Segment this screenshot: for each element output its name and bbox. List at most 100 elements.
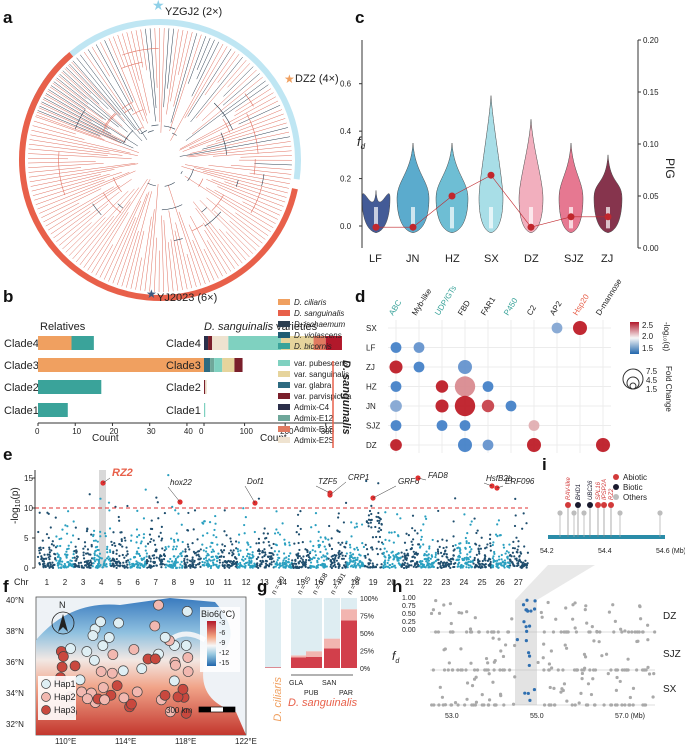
snp-point bbox=[119, 564, 122, 567]
snp-point bbox=[155, 496, 158, 499]
snp-point bbox=[367, 566, 370, 569]
snp-point bbox=[374, 566, 378, 569]
snp-point bbox=[278, 533, 282, 536]
snp-point bbox=[283, 542, 287, 545]
fd-point bbox=[521, 603, 526, 607]
fd-point bbox=[646, 665, 650, 669]
ytick-label: 0.05 bbox=[643, 192, 659, 201]
snp-point bbox=[503, 559, 506, 562]
snp-point bbox=[123, 566, 126, 569]
snp-point bbox=[436, 550, 440, 553]
snp-point bbox=[499, 563, 502, 566]
snp-point bbox=[384, 556, 387, 559]
snp-point bbox=[522, 561, 525, 564]
snp-point bbox=[193, 559, 196, 562]
snp-point bbox=[101, 566, 104, 569]
fd-point bbox=[503, 643, 508, 647]
snp-point bbox=[180, 523, 183, 526]
sample-point bbox=[182, 652, 194, 663]
snp-point bbox=[488, 537, 492, 541]
fd-point bbox=[494, 703, 498, 707]
snp-point bbox=[302, 555, 305, 558]
tree-branch bbox=[139, 216, 152, 291]
snp-point bbox=[218, 555, 221, 558]
snp-point bbox=[160, 566, 163, 569]
snp-point bbox=[496, 535, 499, 538]
variety-bar-segment bbox=[204, 358, 211, 372]
fd-point bbox=[620, 703, 624, 707]
tree-branch bbox=[154, 237, 157, 292]
snp-point bbox=[209, 545, 212, 548]
snp-point bbox=[430, 562, 434, 565]
snp-point bbox=[513, 524, 517, 528]
snp-point bbox=[229, 537, 232, 540]
snp-point bbox=[72, 553, 75, 556]
snp-point bbox=[63, 566, 66, 569]
tree-internal-arc bbox=[121, 101, 133, 109]
tree-branch bbox=[194, 167, 289, 189]
snp-point bbox=[516, 548, 519, 551]
tree-internal-arc bbox=[132, 109, 144, 115]
snp-point bbox=[365, 520, 368, 523]
tree-internal-arc bbox=[220, 132, 227, 155]
tree-branch bbox=[196, 37, 211, 70]
snp-point bbox=[385, 550, 388, 553]
snp-point bbox=[228, 552, 231, 555]
snp-point bbox=[377, 540, 380, 543]
snp-point bbox=[90, 545, 93, 548]
fd-point bbox=[473, 703, 478, 707]
snp-point bbox=[75, 550, 78, 553]
snp-point bbox=[36, 555, 40, 559]
snp-point bbox=[159, 531, 162, 534]
snp-point bbox=[117, 515, 120, 519]
snp-point bbox=[262, 560, 265, 563]
snp-point bbox=[115, 557, 118, 561]
snp-point bbox=[307, 566, 310, 569]
legend-label: D. ischaemum bbox=[294, 320, 345, 329]
snp-point bbox=[344, 561, 347, 564]
snp-point bbox=[465, 566, 468, 569]
snp-point bbox=[341, 566, 344, 569]
snp-point bbox=[115, 552, 118, 555]
snp-point bbox=[105, 547, 109, 551]
sample-point bbox=[168, 675, 180, 687]
snp-point bbox=[492, 559, 495, 562]
tree-branch bbox=[195, 59, 247, 119]
fd-point bbox=[465, 681, 470, 685]
tree-internal-arc bbox=[161, 204, 183, 211]
snp-point bbox=[264, 559, 268, 563]
snp-point bbox=[257, 556, 260, 559]
snp-point bbox=[86, 566, 89, 569]
snp-point bbox=[521, 527, 524, 530]
tree-internal-arc bbox=[253, 158, 256, 175]
chromosome-label: 12 bbox=[242, 578, 251, 587]
snp-point bbox=[405, 554, 408, 557]
snp-point bbox=[285, 556, 288, 559]
snp-point bbox=[506, 555, 509, 558]
enrichment-dot bbox=[390, 439, 402, 451]
chromosome-label: 9 bbox=[190, 578, 195, 587]
snp-point bbox=[523, 563, 527, 566]
snp-point bbox=[257, 548, 261, 551]
snp-point bbox=[399, 517, 402, 520]
fd-point bbox=[526, 691, 530, 696]
scale-label: 300 km bbox=[166, 706, 193, 715]
snp-point bbox=[96, 540, 99, 543]
chromosome-label: 4 bbox=[99, 578, 104, 587]
snp-point bbox=[56, 545, 59, 548]
snp-point bbox=[199, 548, 202, 551]
snp-point bbox=[380, 523, 383, 526]
fd-point bbox=[497, 637, 501, 641]
snp-point bbox=[370, 546, 373, 549]
sample-point bbox=[82, 693, 93, 705]
snp-point bbox=[195, 554, 198, 557]
snp-point bbox=[142, 517, 146, 520]
snp-point bbox=[38, 552, 41, 555]
snp-point bbox=[196, 563, 200, 566]
snp-point bbox=[203, 520, 206, 523]
tree-branch bbox=[104, 40, 134, 103]
snp-point bbox=[92, 539, 96, 542]
snp-point bbox=[112, 550, 115, 553]
gene-label: RZ2 bbox=[112, 467, 133, 479]
snp-point bbox=[227, 559, 230, 563]
